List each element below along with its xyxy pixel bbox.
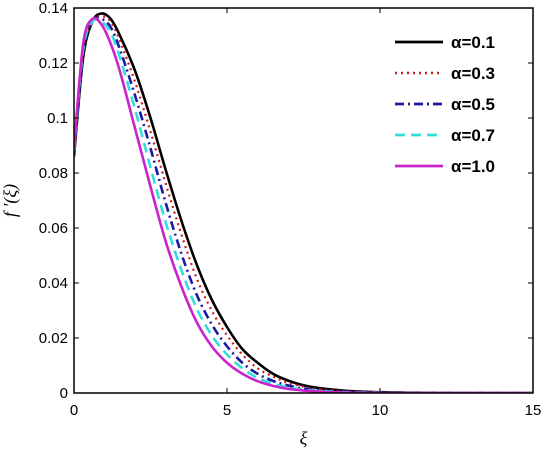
legend-box	[387, 10, 527, 171]
y-tick-label: 0.14	[39, 0, 68, 17]
y-tick-label: 0.06	[39, 220, 68, 237]
ticks-layer: 0 5 10 15 0 0.02 0.04 0.06 0.08 0.1 0.12 0.14	[39, 0, 542, 419]
legend-label-3: α=0.5	[451, 95, 495, 114]
plot-frame	[73, 7, 534, 394]
x-tick-label: 10	[372, 402, 389, 419]
x-tick-label: 5	[223, 402, 231, 419]
x-axis-title: ξ	[300, 428, 308, 448]
x-tick-label: 0	[70, 402, 78, 419]
y-tick-label: 0.04	[39, 275, 68, 292]
y-tick-label: 0.02	[39, 330, 68, 347]
legend-label-4: α=0.7	[451, 126, 495, 145]
x-tick-label: 15	[525, 402, 542, 419]
y-tick-label: 0.08	[39, 165, 68, 182]
y-axis-title: f ′(ξ)	[0, 184, 21, 217]
y-tick-label: 0	[60, 385, 68, 402]
y-tick-label: 0.12	[39, 55, 68, 72]
y-tick-label: 0.1	[47, 110, 68, 127]
legend-label-2: α=0.3	[451, 64, 495, 83]
legend-label-5: α=1.0	[451, 157, 495, 176]
legend: α=0.1 α=0.3 α=0.5 α=0.7 α=1.0	[387, 10, 527, 176]
legend-label-1: α=0.1	[451, 33, 495, 52]
